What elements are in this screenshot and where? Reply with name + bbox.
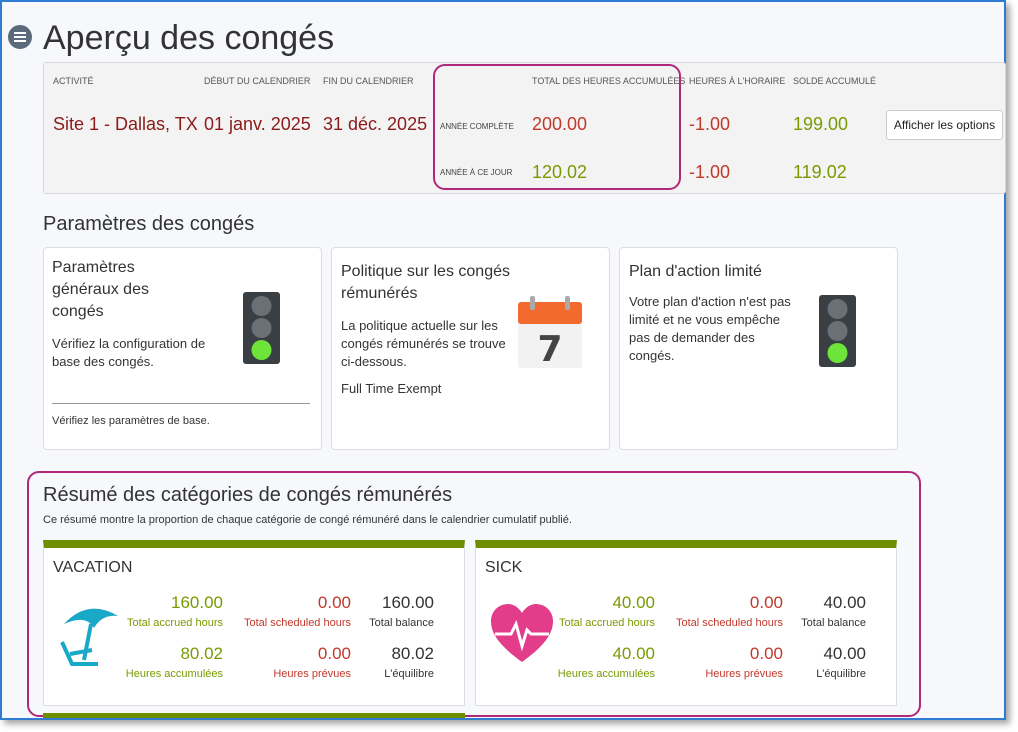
section-subtitle: Ce résumé montre la proportion de chaque… xyxy=(43,514,572,526)
menu-button[interactable] xyxy=(8,25,32,49)
column-header: TOTAL DES HEURES ACCUMULÉES xyxy=(532,76,686,86)
highlight xyxy=(433,64,681,190)
traffic-light-icon xyxy=(243,292,280,364)
balance: 119.02 xyxy=(793,162,847,182)
stat-label: Heures accumulées xyxy=(557,668,655,680)
calendar-icon: 7 xyxy=(518,296,582,370)
column-header: DÉBUT DU CALENDRIER xyxy=(204,76,311,86)
stat-label: Total accrued hours xyxy=(559,617,655,629)
total-hours: 200.00 xyxy=(532,114,588,134)
page-title: Aperçu des congés xyxy=(43,19,335,57)
category-card xyxy=(43,540,465,706)
stat-value: 80.02 xyxy=(391,644,434,663)
highlight xyxy=(27,471,921,717)
start-date: 01 janv. 2025 xyxy=(204,114,311,134)
traffic-light-icon xyxy=(819,295,856,367)
stat-value: 40.00 xyxy=(612,644,655,663)
stat-value: 160.00 xyxy=(382,593,434,612)
stat-value: 40.00 xyxy=(612,593,655,612)
scheduled-hours: -1.00 xyxy=(689,114,731,134)
period-label: ANNÉE COMPLÈTE xyxy=(440,122,514,131)
stat-label: Heures prévues xyxy=(705,668,783,680)
stat-label: Total accrued hours xyxy=(127,617,223,629)
stat-label: Heures prévues xyxy=(273,668,351,680)
stat-label: Total scheduled hours xyxy=(675,617,783,629)
total-hours: 120.02 xyxy=(532,162,588,182)
divider xyxy=(52,403,310,404)
category-title: VACATION xyxy=(53,559,133,576)
stat-value: 40.00 xyxy=(823,644,866,663)
column-header: FIN DU CALENDRIER xyxy=(323,76,414,86)
column-header: HEURES À L'HORAIRE xyxy=(689,76,786,86)
card-footer: Vérifiez les paramètres de base. xyxy=(52,415,210,427)
summary-table xyxy=(43,62,1006,194)
column-header: ACTIVITÉ xyxy=(53,76,94,86)
card-title: Paramètres généraux des congés xyxy=(52,259,149,320)
window: Aperçu des congés ACTIVITÉ DÉBUT DU CALE… xyxy=(0,0,1006,720)
stat-value: 80.02 xyxy=(180,644,223,663)
options-button[interactable]: Afficher les options xyxy=(886,110,1003,140)
card-description: La politique actuelle sur les congés rém… xyxy=(341,318,506,369)
calendar-day: 7 xyxy=(537,329,562,370)
policy-name: Full Time Exempt xyxy=(341,381,442,396)
stat-label: Total scheduled hours xyxy=(243,617,351,629)
stat-label: Total balance xyxy=(369,617,434,629)
stat-value: 0.00 xyxy=(317,644,351,663)
section-title: Paramètres des congés xyxy=(43,213,255,235)
period-label: ANNÉE À CE JOUR xyxy=(440,168,513,177)
next-card-edge xyxy=(43,713,465,718)
card-description: Votre plan d'action n'est pas limité et … xyxy=(629,294,791,363)
balance: 199.00 xyxy=(793,114,849,134)
card-title: Politique sur les congés rémunérés xyxy=(341,263,510,302)
stat-value: 0.00 xyxy=(749,593,783,612)
stat-value: 40.00 xyxy=(823,593,866,612)
scheduled-hours: -1.00 xyxy=(689,162,731,182)
stat-label: L'équilibre xyxy=(384,668,434,680)
activity: Site 1 - Dallas, TX xyxy=(53,114,198,134)
end-date: 31 déc. 2025 xyxy=(323,114,428,134)
stat-value: 0.00 xyxy=(317,593,351,612)
category-title: SICK xyxy=(485,559,523,576)
stat-label: Heures accumulées xyxy=(125,668,223,680)
card-description: Vérifiez la configuration de base des co… xyxy=(52,336,206,369)
heart-icon xyxy=(491,604,553,662)
stat-value: 0.00 xyxy=(749,644,783,663)
beach-icon xyxy=(60,608,118,666)
card-title: Plan d'action limité xyxy=(629,263,762,280)
stat-label: Total balance xyxy=(801,617,866,629)
section-title: Résumé des catégories de congés rémunéré… xyxy=(43,484,453,506)
stat-label: L'équilibre xyxy=(816,668,866,680)
column-header: SOLDE ACCUMULÉ xyxy=(793,76,877,86)
stat-value: 160.00 xyxy=(171,593,223,612)
